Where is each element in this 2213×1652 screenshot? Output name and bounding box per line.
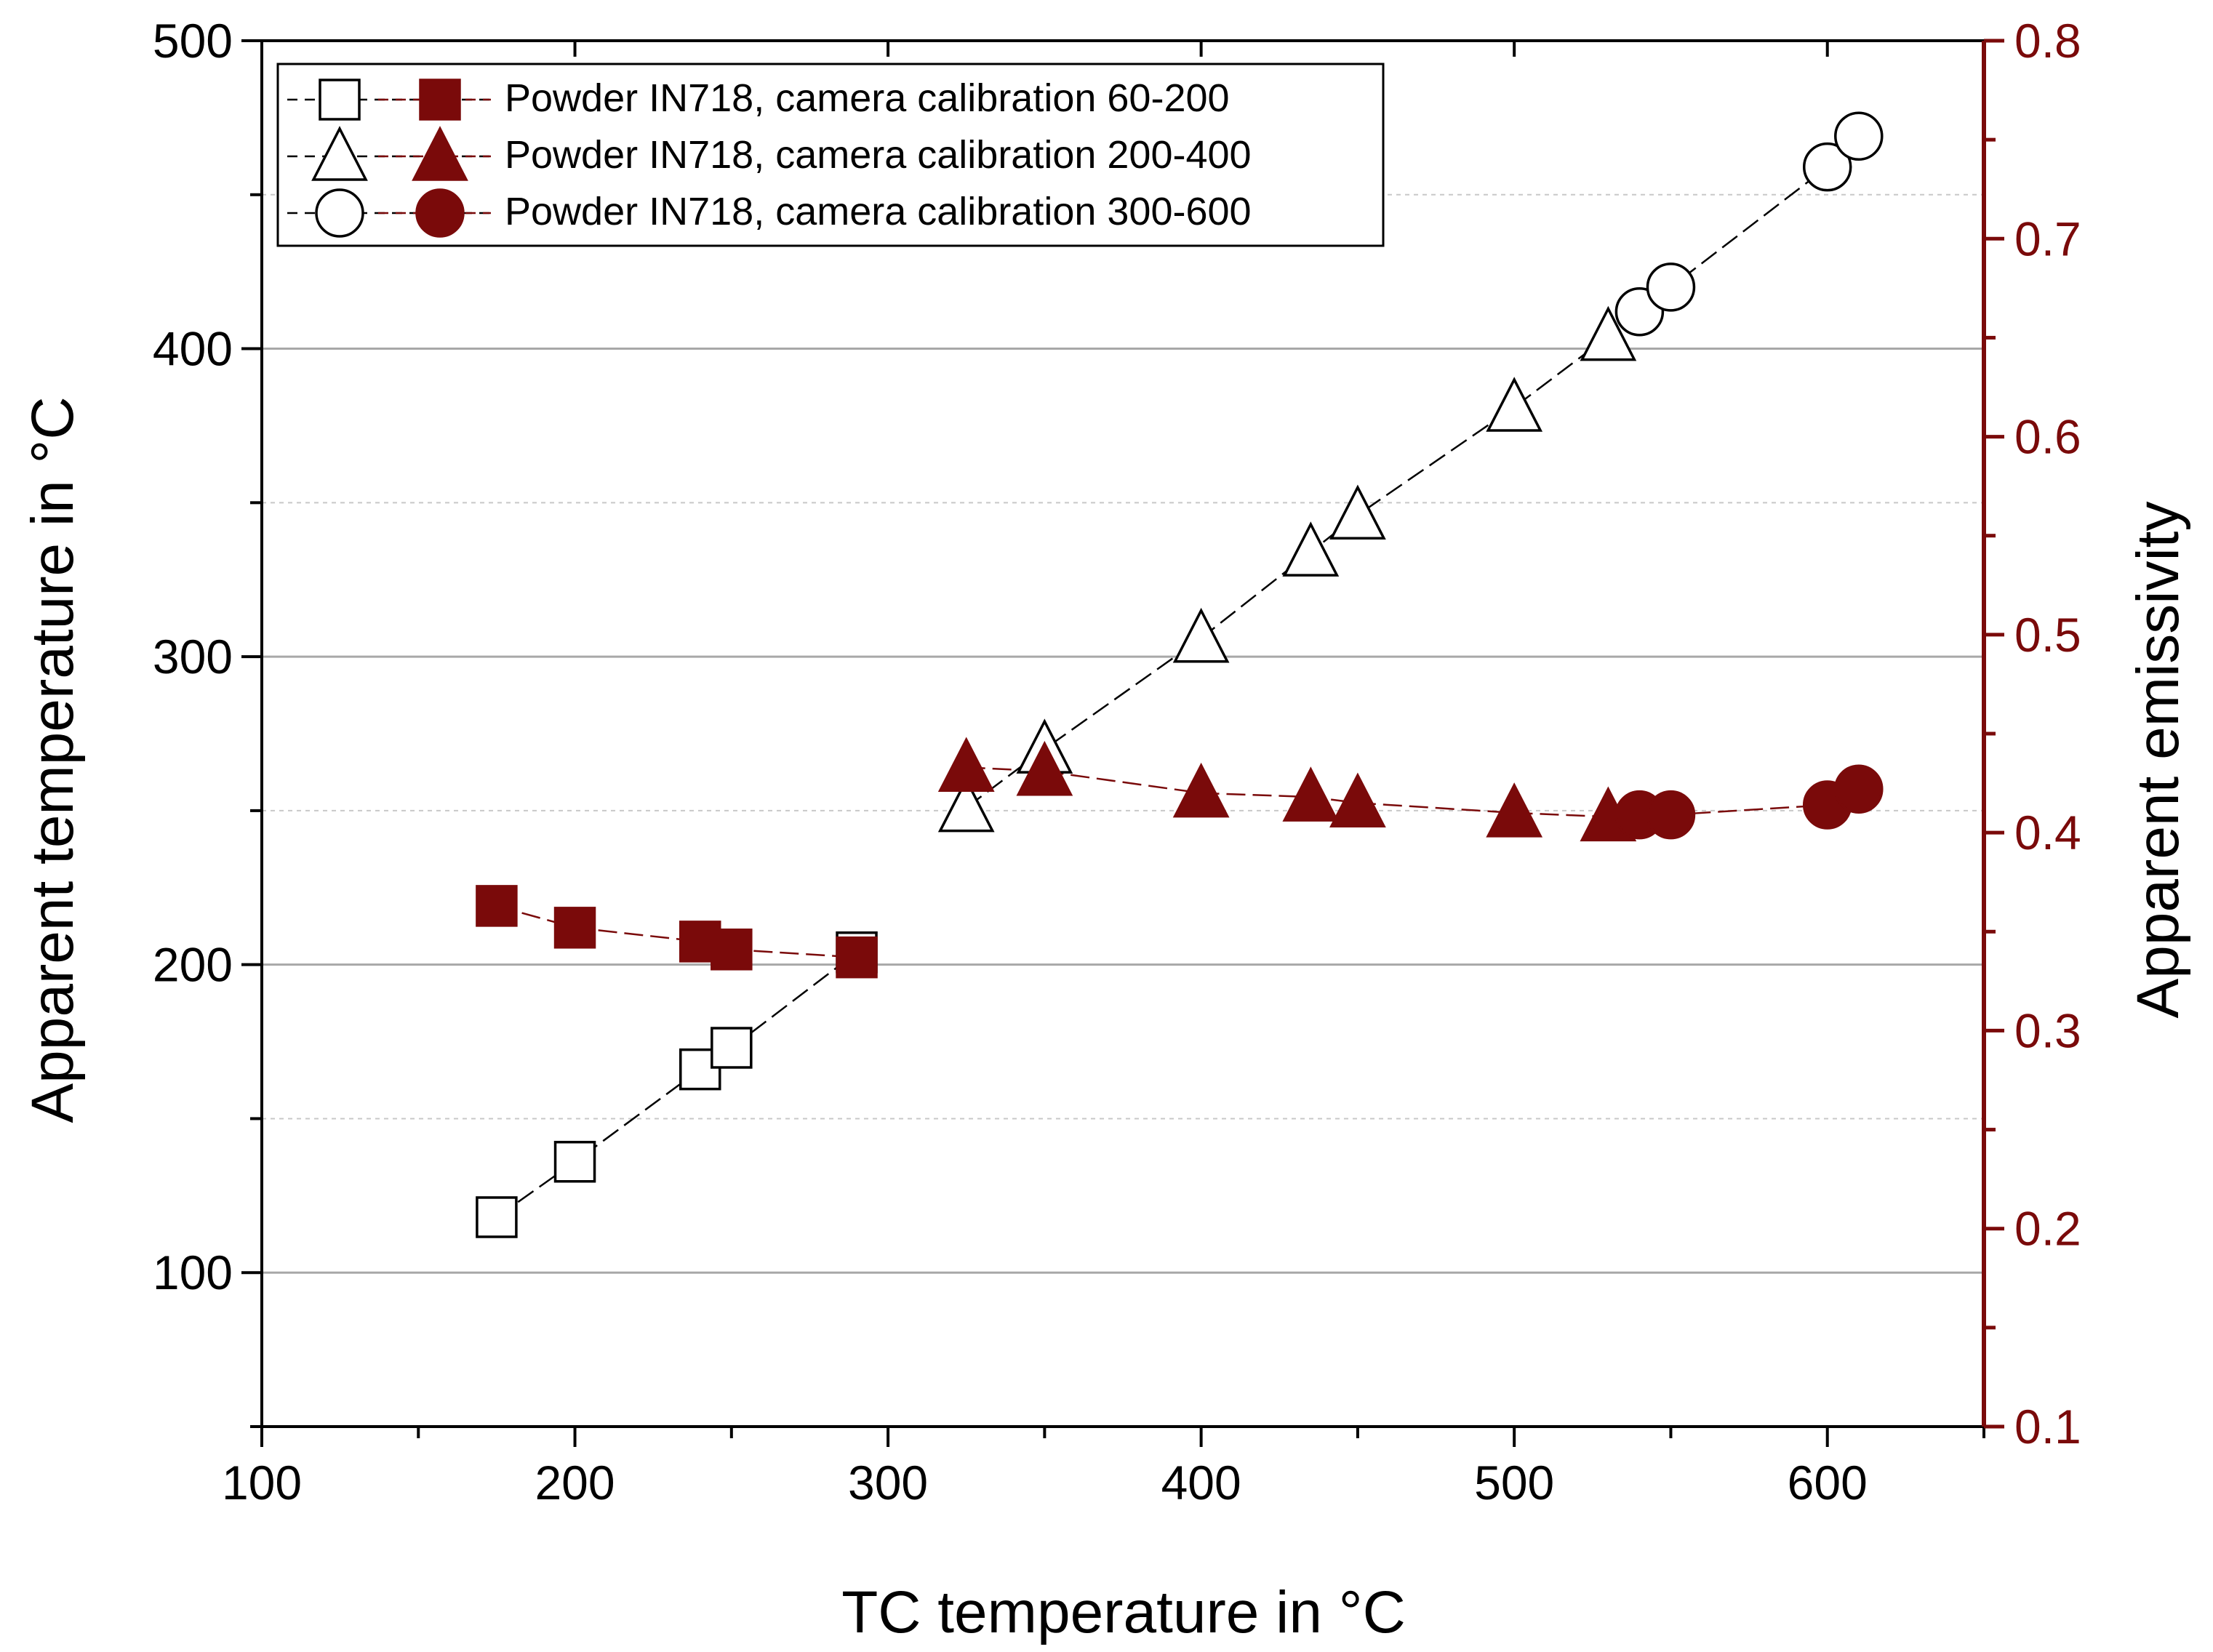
temperature-point (711, 1027, 753, 1069)
emissivity-point (1282, 766, 1340, 822)
y2-tick-label: 0.6 (2014, 410, 2081, 464)
temperature-point (1282, 521, 1340, 577)
temperature-point (476, 1196, 518, 1238)
y2-tick-label: 0.8 (2014, 14, 2081, 68)
y-tick-label: 400 (153, 322, 233, 376)
x-tick-label: 400 (1161, 1456, 1241, 1509)
legend-marker-filled (412, 126, 468, 181)
y-tick-label: 500 (153, 14, 233, 68)
emissivity-point (711, 929, 753, 971)
emissivity-point (476, 885, 518, 927)
emissivity-point (1834, 764, 1884, 814)
temperature-point (553, 1140, 596, 1183)
legend-marker-filled (419, 79, 461, 121)
emissivity-point (1172, 762, 1230, 818)
y-tick-label: 200 (153, 938, 233, 992)
temperature-point (1580, 305, 1637, 361)
temperature-point (1802, 142, 1852, 192)
emissivity-line-1 (496, 905, 857, 958)
emissivity-point (1329, 772, 1386, 828)
legend-items (287, 79, 491, 238)
y2-tick-label: 0.7 (2014, 212, 2081, 265)
x-tick-label: 200 (535, 1456, 615, 1509)
temperature-line-1 (496, 951, 857, 1219)
x-tick-label: 100 (222, 1456, 302, 1509)
y2-tick-label: 0.4 (2014, 806, 2081, 859)
legend-marker-open (315, 188, 364, 238)
temperature-point (1834, 111, 1884, 161)
legend-marker-filled (415, 188, 465, 238)
y-tick-label: 100 (153, 1246, 233, 1299)
y2-tick-label: 0.2 (2014, 1202, 2081, 1256)
x-tick-label: 600 (1788, 1456, 1868, 1509)
emissivity-point (1016, 740, 1073, 796)
y-axis-title: Apparent temperature in °C (20, 396, 86, 1123)
temperature-line-3 (1638, 135, 1860, 313)
legend-label-2: Powder IN718, camera calibration 200-400 (505, 133, 1252, 177)
y2-tick-label: 0.1 (2014, 1400, 2081, 1453)
legend-label-1: Powder IN718, camera calibration 60-200 (505, 76, 1230, 120)
legend-marker-open (311, 126, 368, 181)
emissivity-point (1646, 790, 1696, 840)
y2-axis-title: Apparent emissivity (2125, 502, 2191, 1019)
legend: Powder IN718, camera calibration 60-200 … (276, 63, 1385, 247)
y2-tick-label: 0.3 (2014, 1003, 2081, 1057)
emissivity-point (836, 936, 878, 979)
temperature-point (1329, 484, 1386, 540)
temperature-point (1646, 262, 1696, 312)
axes-layer (260, 39, 1986, 1428)
emissivity-point (1486, 782, 1543, 838)
series-layer (476, 111, 1884, 1238)
temperature-point (937, 777, 995, 833)
temperature-point (1486, 377, 1543, 432)
x-axis-title: TC temperature in °C (841, 1579, 1406, 1645)
ticks-layer: 100 200 300 400 500 600 100 200 300 400 500 0.1 0.2 0… (153, 14, 2081, 1509)
temperature-point (1172, 607, 1230, 663)
y2-tick-label: 0.5 (2014, 608, 2081, 662)
emissivity-point (553, 907, 596, 949)
y-tick-label: 300 (153, 630, 233, 683)
emissivity-point (937, 737, 995, 793)
legend-label-3: Powder IN718, camera calibration 300-600 (505, 190, 1252, 233)
x-tick-label: 500 (1474, 1456, 1554, 1509)
x-tick-label: 300 (848, 1456, 928, 1509)
grid-layer (262, 193, 1984, 1274)
legend-marker-open (319, 79, 361, 121)
